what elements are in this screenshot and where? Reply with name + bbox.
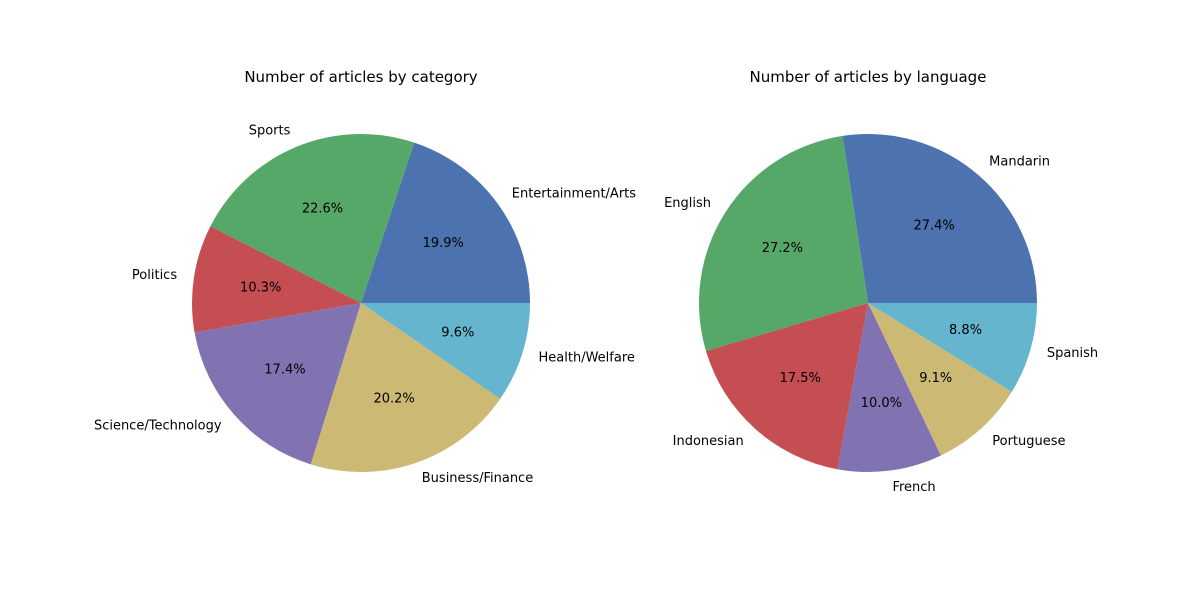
pie-slice-business-finance bbox=[310, 303, 501, 472]
pie-percent-label: 27.4% bbox=[913, 219, 954, 234]
pie-percent-label: 9.6% bbox=[441, 326, 474, 341]
pie-slice-science-technology bbox=[194, 303, 361, 465]
pie-labels: 19.9% Entertainment/Arts 22.6% Sports 10.3% P… bbox=[94, 124, 636, 487]
pie-category-label: Health/Welfare bbox=[539, 351, 635, 366]
category-pie-chart: Number of articles by category 19.9% Ente… bbox=[94, 68, 636, 486]
pie-slice-french bbox=[837, 303, 941, 472]
pie-slice-entertainment-arts bbox=[361, 142, 530, 303]
pie-percent-label: 10.3% bbox=[240, 281, 281, 296]
pie-slice-mandarin bbox=[842, 134, 1037, 303]
pie-slice-health-welfare bbox=[361, 303, 531, 399]
pie-slice-sports bbox=[210, 133, 415, 303]
pie-labels: 27.4% Mandarin 27.2% English 17.5% Indonesian… bbox=[664, 155, 1098, 495]
pie-category-label: Entertainment/Arts bbox=[512, 187, 637, 202]
pie-percent-label: 17.4% bbox=[264, 363, 305, 378]
pie-percent-label: 20.2% bbox=[373, 391, 414, 406]
pie-category-label: French bbox=[892, 480, 935, 495]
pie-percent-label: 19.9% bbox=[423, 236, 464, 251]
chart-title: Number of articles by category bbox=[244, 68, 477, 86]
pie-category-label: Portuguese bbox=[992, 434, 1065, 449]
pie-slice-politics bbox=[192, 226, 361, 333]
pie-category-label: Mandarin bbox=[989, 155, 1050, 170]
language-pie-chart: Number of articles by language 27.4% Mand… bbox=[664, 68, 1098, 495]
pie-percent-label: 22.6% bbox=[302, 202, 343, 217]
pie-slices bbox=[192, 133, 531, 472]
pie-percent-label: 27.2% bbox=[762, 241, 803, 256]
pie-slice-spanish bbox=[868, 303, 1037, 392]
chart-title: Number of articles by language bbox=[750, 68, 987, 86]
pie-percent-label: 9.1% bbox=[919, 371, 952, 386]
pie-slice-english bbox=[699, 135, 868, 352]
pie-category-label: Sports bbox=[249, 124, 291, 139]
pie-percent-label: 10.0% bbox=[861, 396, 902, 411]
pie-percent-label: 17.5% bbox=[780, 371, 821, 386]
pie-slices bbox=[699, 134, 1037, 472]
pie-category-label: Politics bbox=[132, 268, 177, 283]
pie-percent-label: 8.8% bbox=[949, 323, 982, 338]
pie-category-label: Indonesian bbox=[673, 434, 744, 449]
pie-slice-portuguese bbox=[868, 303, 1012, 456]
pie-slice-indonesian bbox=[706, 303, 868, 470]
pie-category-label: Science/Technology bbox=[94, 418, 222, 433]
pie-category-label: Business/Finance bbox=[422, 471, 533, 486]
pie-category-label: Spanish bbox=[1047, 346, 1098, 361]
pie-category-label: English bbox=[664, 196, 711, 211]
